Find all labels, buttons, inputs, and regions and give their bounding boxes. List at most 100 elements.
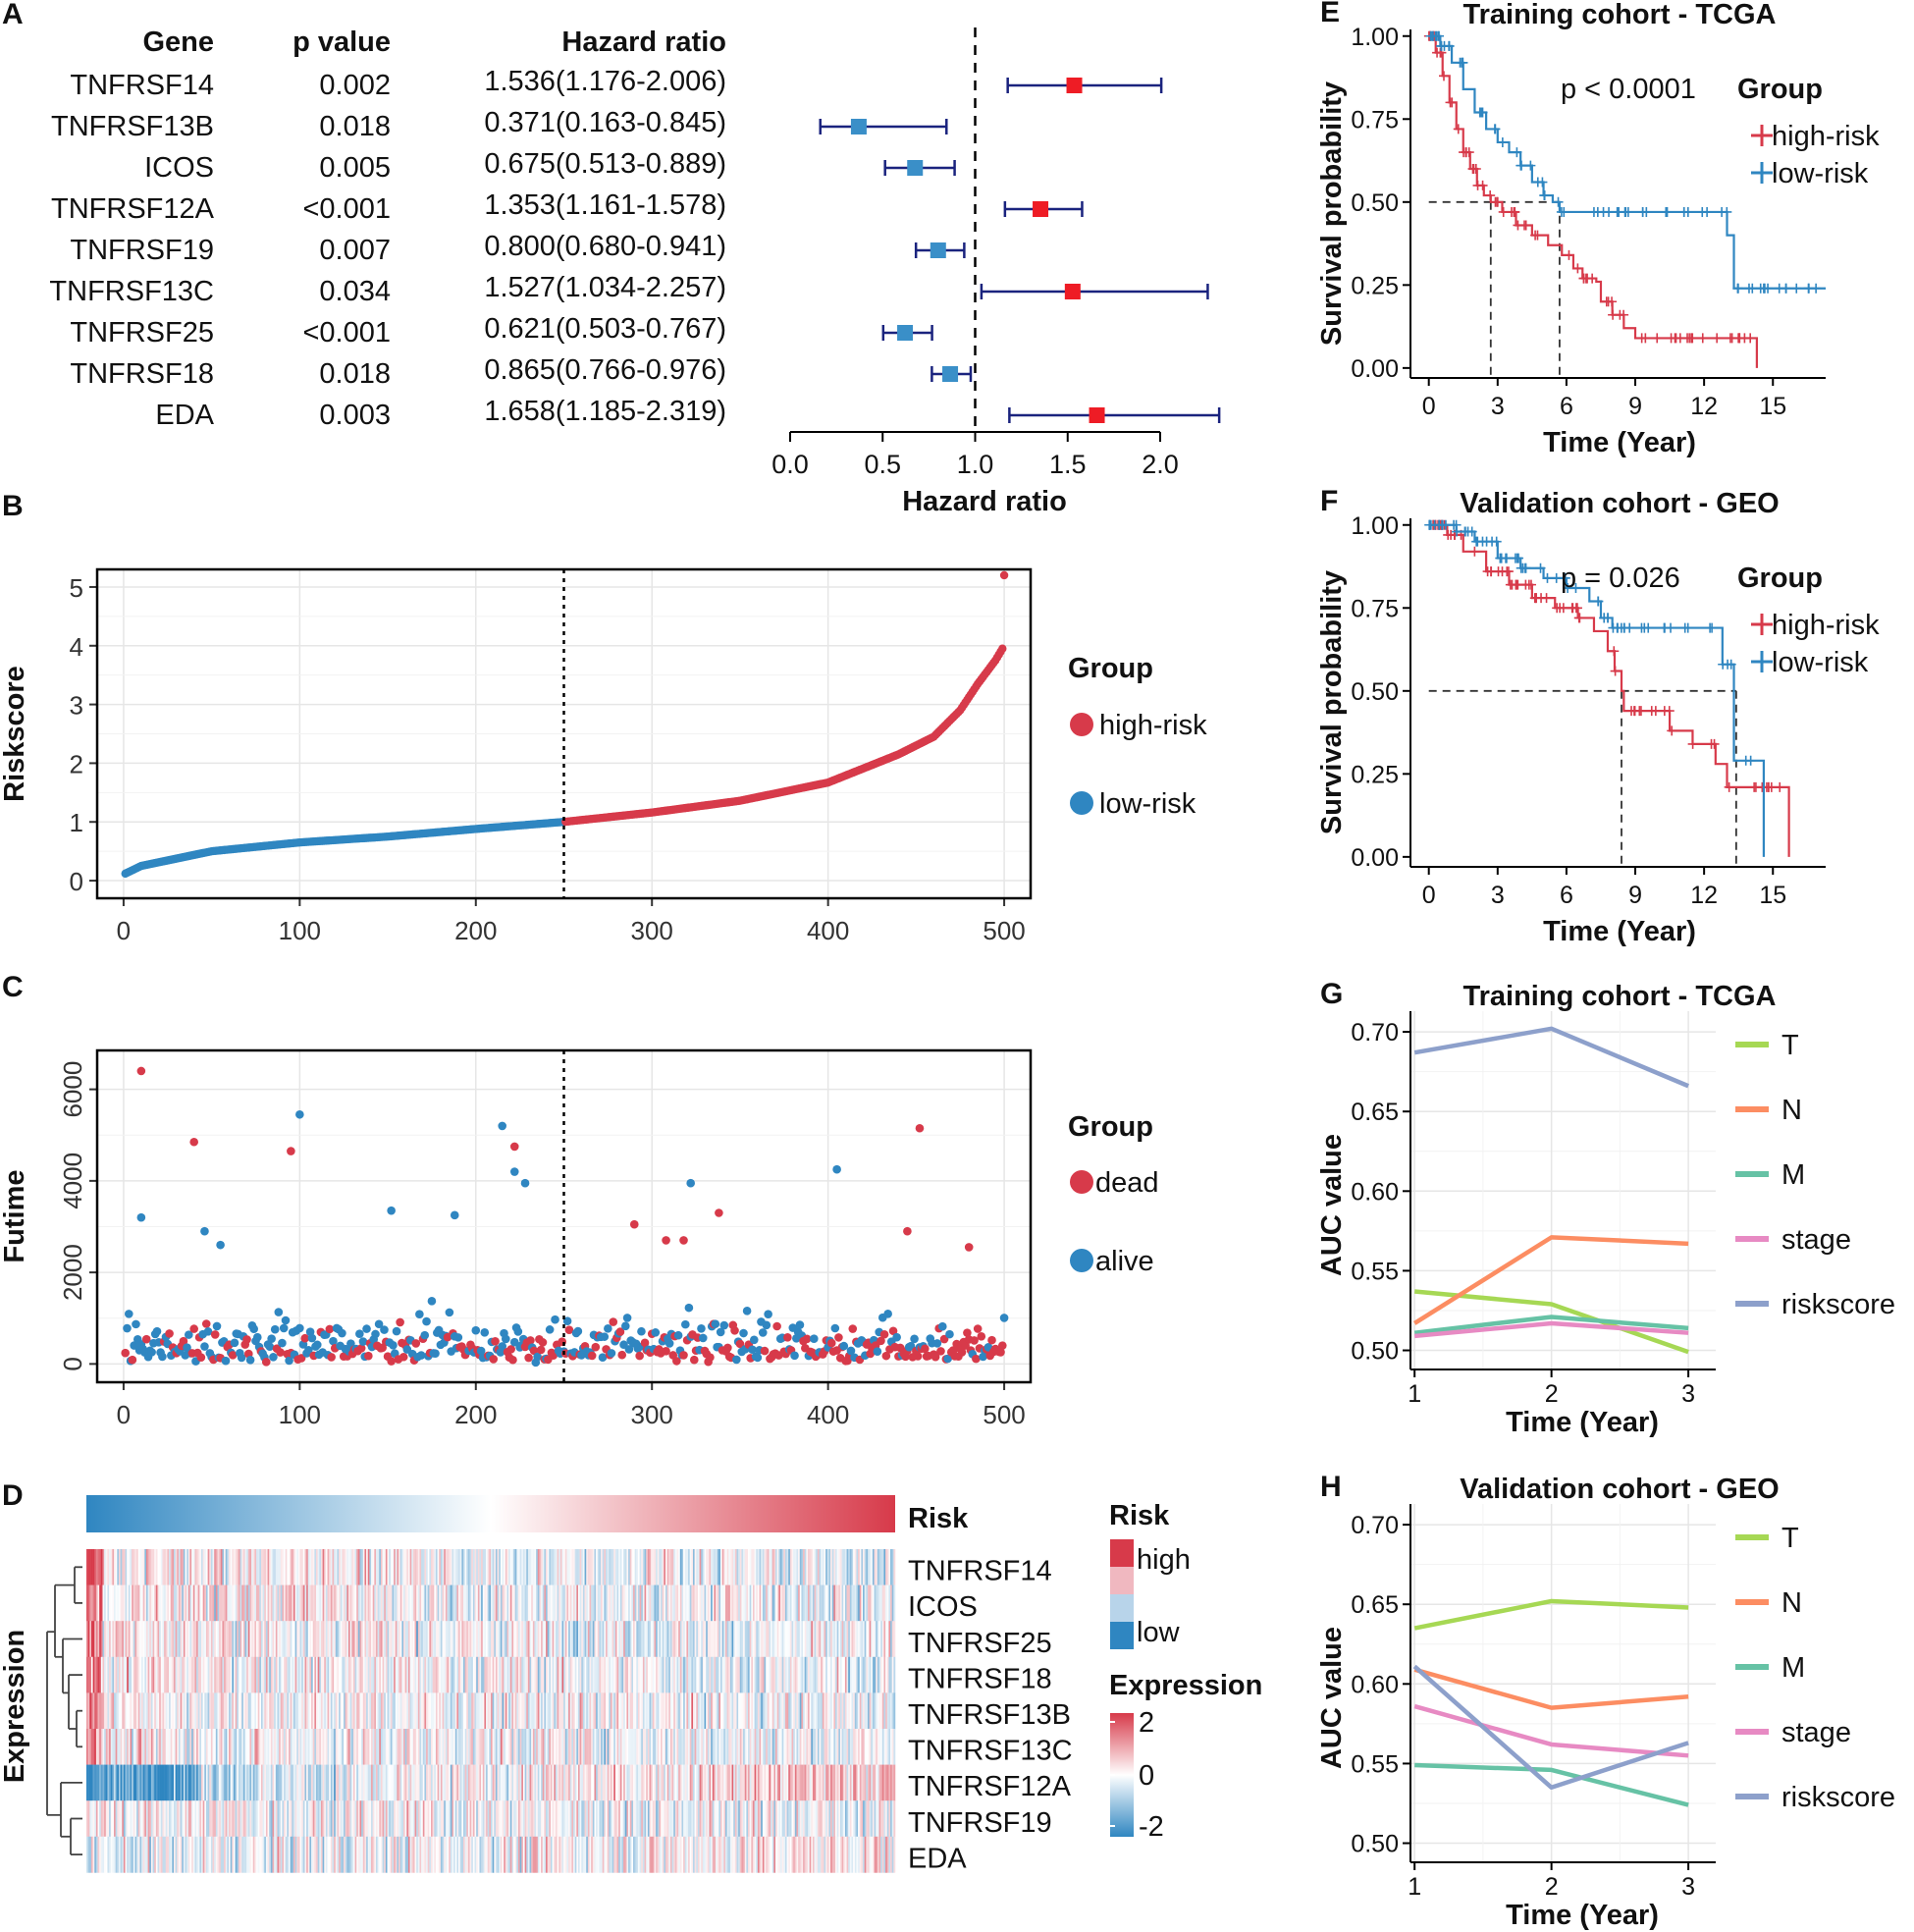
heatmap-cell xyxy=(614,1764,617,1801)
heatmap-cell xyxy=(521,1692,524,1730)
heatmap-cell xyxy=(793,1584,796,1622)
heatmap-cell xyxy=(260,1584,263,1622)
heatmap-cell xyxy=(95,1656,98,1693)
heatmap-cell xyxy=(476,1692,479,1730)
heatmap-cell xyxy=(259,1549,262,1585)
heatmap-cell xyxy=(194,1621,197,1658)
heatmap-cell xyxy=(764,1621,767,1658)
heatmap-cell xyxy=(619,1584,622,1622)
heatmap-cell xyxy=(144,1549,147,1585)
heatmap-cell xyxy=(110,1764,113,1801)
heatmap-cell xyxy=(144,1764,147,1801)
futime-point xyxy=(624,1345,634,1354)
heatmap-cell xyxy=(407,1584,410,1622)
heatmap-cell xyxy=(547,1584,550,1622)
heatmap-cell xyxy=(679,1621,682,1658)
heatmap-cell xyxy=(427,1729,430,1765)
heatmap-cell xyxy=(532,1692,535,1730)
heatmap-cell xyxy=(826,1692,829,1730)
heatmap-cell xyxy=(432,1764,435,1801)
heatmap-cell xyxy=(367,1656,370,1693)
heatmap-cell xyxy=(241,1692,244,1730)
heatmap-cell xyxy=(105,1656,108,1693)
heatmap-cell xyxy=(673,1764,676,1801)
heatmap-cell xyxy=(569,1549,572,1585)
heatmap-cell xyxy=(256,1656,258,1693)
heatmap-cell xyxy=(407,1764,410,1801)
heatmap-cell xyxy=(689,1584,692,1622)
heatmap-cell xyxy=(130,1549,133,1585)
heatmap-cell xyxy=(375,1764,378,1801)
heatmap-cell xyxy=(833,1692,836,1730)
heatmap-cell xyxy=(427,1800,430,1838)
heatmap-cell xyxy=(885,1729,888,1765)
heatmap-cell xyxy=(817,1549,820,1585)
heatmap-cell xyxy=(217,1584,220,1622)
heatmap-cell xyxy=(454,1621,457,1658)
heatmap-cell xyxy=(270,1656,273,1693)
heatmap-cell xyxy=(665,1729,667,1765)
heatmap-cell xyxy=(337,1729,340,1765)
heatmap-cell xyxy=(136,1800,138,1838)
heatmap-cell xyxy=(419,1764,422,1801)
heatmap-cell xyxy=(714,1584,717,1622)
heatmap-cell xyxy=(527,1800,530,1838)
heatmap-cell xyxy=(361,1584,364,1622)
heatmap-cell xyxy=(177,1621,180,1658)
heatmap-cell xyxy=(786,1729,789,1765)
futime-point xyxy=(839,1341,849,1351)
heatmap-cell xyxy=(97,1800,100,1838)
heatmap-cell xyxy=(666,1764,669,1801)
heatmap-cell xyxy=(204,1800,207,1838)
futime-point xyxy=(267,1334,276,1343)
heatmap-cell xyxy=(139,1621,142,1658)
heatmap-cell xyxy=(781,1729,784,1765)
heatmap-cell xyxy=(482,1584,485,1622)
heatmap-cell xyxy=(157,1656,160,1693)
heatmap-cell xyxy=(316,1621,318,1658)
heatmap-cell xyxy=(848,1584,851,1622)
heatmap-cell xyxy=(824,1692,826,1730)
heatmap-cell xyxy=(417,1692,420,1730)
heatmap-cell xyxy=(601,1764,603,1801)
heatmap-row-label: ICOS xyxy=(908,1591,978,1623)
heatmap-cell xyxy=(194,1656,197,1693)
heatmap-cell xyxy=(239,1692,242,1730)
heatmap-cell xyxy=(644,1764,647,1801)
heatmap-cell xyxy=(382,1692,385,1730)
heatmap-cell xyxy=(380,1584,383,1622)
heatmap-cell xyxy=(285,1692,288,1730)
heatmap-cell xyxy=(472,1729,475,1765)
heatmap-cell xyxy=(881,1621,884,1658)
heatmap-cell xyxy=(132,1800,134,1838)
heatmap-cell xyxy=(846,1656,849,1693)
heatmap-cell xyxy=(371,1729,373,1765)
heatmap-cell xyxy=(891,1692,894,1730)
heatmap-cell xyxy=(426,1764,428,1801)
heatmap-cell xyxy=(199,1692,202,1730)
heatmap-cell xyxy=(202,1692,205,1730)
heatmap-cell xyxy=(366,1549,368,1585)
heatmap-cell xyxy=(554,1729,557,1765)
heatmap-cell xyxy=(723,1621,726,1658)
heatmap-cell xyxy=(275,1549,278,1585)
heatmap-cell xyxy=(656,1692,658,1730)
heatmap-cell xyxy=(102,1549,105,1585)
heatmap-cell xyxy=(262,1692,265,1730)
heatmap-cell xyxy=(364,1764,367,1801)
heatmap-cell xyxy=(712,1621,715,1658)
heatmap-cell xyxy=(169,1692,171,1730)
heatmap-cell xyxy=(194,1549,197,1585)
heatmap-cell xyxy=(132,1549,134,1585)
heatmap-cell xyxy=(122,1656,125,1693)
heatmap-cell xyxy=(529,1764,532,1801)
heatmap-cell xyxy=(552,1729,555,1765)
heatmap-cell xyxy=(186,1549,189,1585)
heatmap-cell xyxy=(531,1800,534,1838)
heatmap-cell xyxy=(500,1656,503,1693)
heatmap-cell xyxy=(664,1549,666,1585)
heatmap-cell xyxy=(720,1729,722,1765)
heatmap-cell xyxy=(399,1692,402,1730)
heatmap-cell xyxy=(414,1800,417,1838)
heatmap-cell xyxy=(824,1764,826,1801)
